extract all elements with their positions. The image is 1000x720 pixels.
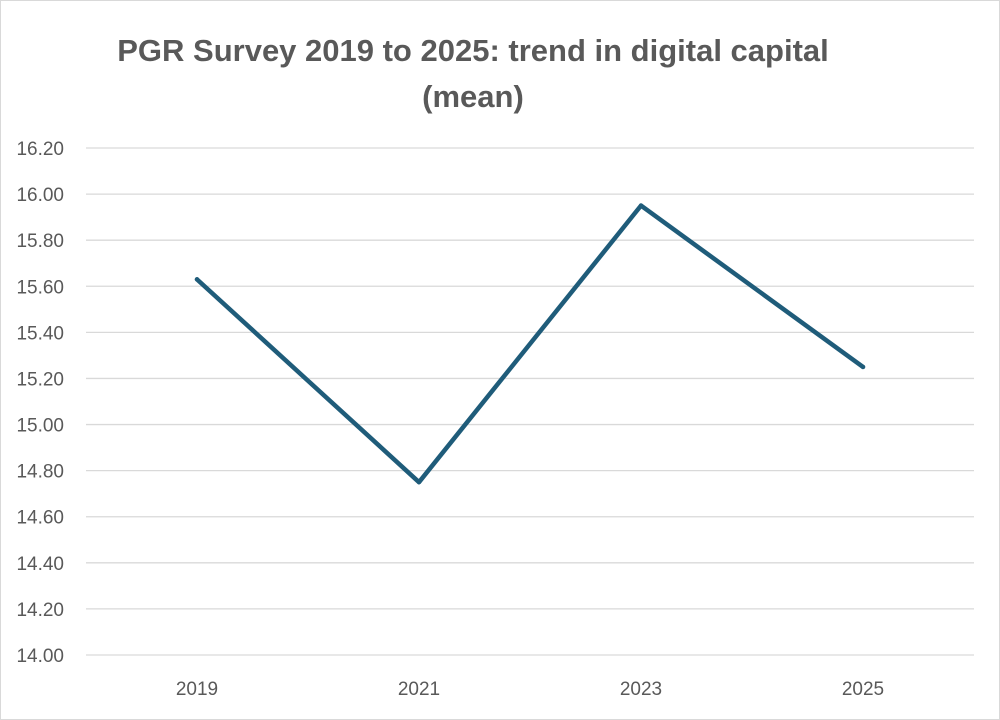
y-tick-label: 16.20 <box>16 139 64 160</box>
data-series <box>194 203 866 485</box>
series-line <box>194 203 866 485</box>
x-tick-label: 2025 <box>842 679 884 700</box>
gridlines <box>86 147 974 656</box>
y-tick-label: 14.60 <box>16 508 64 529</box>
y-tick-label: 15.20 <box>16 369 64 390</box>
data-point <box>194 277 200 282</box>
chart-title-line-2: (mean) <box>422 79 524 114</box>
y-tick-label: 15.00 <box>16 416 64 437</box>
y-tick-label: 16.00 <box>16 185 64 206</box>
y-tick-label: 14.20 <box>16 600 64 621</box>
data-point <box>860 364 866 370</box>
data-point <box>638 203 644 208</box>
x-tick-label: 2019 <box>176 679 218 700</box>
y-tick-label: 15.40 <box>16 323 64 344</box>
chart-title-line-1: PGR Survey 2019 to 2025: trend in digita… <box>117 33 829 68</box>
x-axis-tick-labels: 2019 2021 2023 2025 <box>176 679 884 700</box>
y-axis-tick-labels: 14.00 14.20 14.40 14.60 14.80 15.00 15.20 15.40… <box>16 139 64 667</box>
y-tick-label: 14.40 <box>16 554 64 575</box>
y-tick-label: 15.80 <box>16 231 64 252</box>
x-tick-label: 2021 <box>398 679 440 700</box>
y-tick-label: 15.60 <box>16 277 64 298</box>
data-point <box>416 479 422 485</box>
y-tick-label: 14.00 <box>16 646 64 667</box>
y-tick-label: 14.80 <box>16 462 64 483</box>
chart-title: PGR Survey 2019 to 2025: trend in digita… <box>0 28 946 120</box>
x-tick-label: 2023 <box>620 679 662 700</box>
